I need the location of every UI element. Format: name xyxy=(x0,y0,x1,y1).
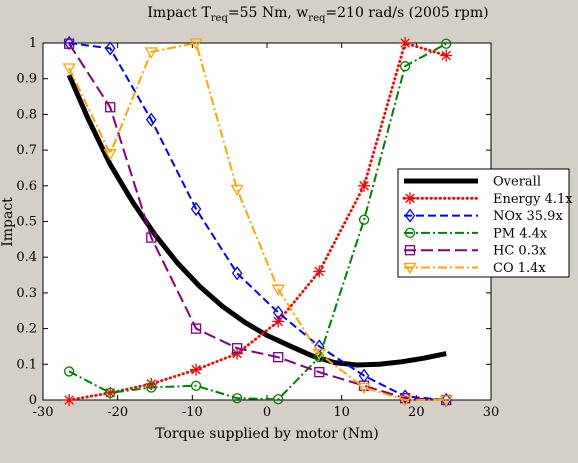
series-line xyxy=(68,43,447,401)
title-suffix: =210 rad/s (2005 rpm) xyxy=(325,5,488,21)
series-line xyxy=(68,42,447,401)
triangle-marker xyxy=(189,38,203,50)
series-nox xyxy=(63,35,452,408)
y-tick-label: 1 xyxy=(29,36,37,51)
circle-marker xyxy=(190,380,202,391)
legend-entry: NOx 35.9x xyxy=(404,208,563,224)
legend-label: NOx 35.9x xyxy=(493,209,563,224)
triangle-marker xyxy=(144,47,158,59)
title-wreq-subscript: req xyxy=(308,13,326,24)
circle-marker xyxy=(63,366,75,377)
triangle-marker xyxy=(103,149,117,161)
legend-label: CO 1.4x xyxy=(493,261,546,276)
x-tick-label: -20 xyxy=(107,405,128,420)
legend-entry: CO 1.4x xyxy=(403,261,546,276)
triangle-marker xyxy=(439,395,453,407)
x-tick-label: 0 xyxy=(263,405,271,420)
title-prefix: Impact T xyxy=(147,5,211,21)
square-marker xyxy=(273,352,284,363)
legend-box xyxy=(397,168,570,278)
x-tick-label: 10 xyxy=(333,405,350,420)
series-line xyxy=(68,42,447,401)
x-tick-label: -10 xyxy=(182,405,203,420)
x-tick-label: -30 xyxy=(33,405,54,420)
triangle-marker xyxy=(271,284,285,297)
triangle-marker xyxy=(403,262,417,275)
legend-entry: Energy 4.1x xyxy=(402,192,573,207)
circle-marker xyxy=(105,387,116,399)
square-marker xyxy=(404,245,416,256)
diamond-marker xyxy=(190,201,202,217)
triangle-marker xyxy=(357,382,371,395)
y-axis-label: Impact xyxy=(0,197,16,247)
y-tick-label: 0.4 xyxy=(16,250,37,265)
y-tick-label: 0.9 xyxy=(16,72,37,87)
x-tick-label: 20 xyxy=(408,405,425,420)
y-tick-label: 0.8 xyxy=(16,107,37,122)
title-middle: =55 Nm, w xyxy=(228,5,308,21)
triangle-marker xyxy=(312,348,326,361)
y-tick-label: 0.6 xyxy=(16,179,37,194)
y-tick-label: 0 xyxy=(29,393,37,408)
diamond-marker xyxy=(104,41,116,56)
diamond-marker xyxy=(63,35,75,51)
square-marker xyxy=(190,323,202,334)
legend-entry: PM 4.4x xyxy=(404,226,548,241)
legend-entry: Overall xyxy=(404,175,541,190)
axis-ticks: -30 -20 -10 0 10 20 30 0 0.1 0.2 0.3 0.4 0.5 0.6 0.7 0.… xyxy=(16,36,499,420)
circle-marker xyxy=(358,214,370,225)
circle-marker xyxy=(404,227,416,239)
star-marker xyxy=(272,315,285,328)
series-layer xyxy=(62,35,453,408)
diamond-marker xyxy=(272,305,284,320)
y-tick-label: 0.5 xyxy=(16,215,37,230)
circle-marker xyxy=(146,382,157,393)
diamond-marker xyxy=(404,208,416,223)
square-marker xyxy=(231,343,243,354)
circle-marker xyxy=(273,394,284,405)
y-tick-label: 0.7 xyxy=(16,143,37,158)
y-tick-label: 0.1 xyxy=(16,357,37,372)
legend-label: Energy 4.1x xyxy=(493,192,573,207)
y-tick-label: 0.3 xyxy=(16,286,37,301)
series-pm xyxy=(63,38,452,405)
series-overall xyxy=(66,74,447,368)
square-marker xyxy=(105,102,116,113)
square-marker xyxy=(63,38,75,49)
star-marker xyxy=(63,394,76,406)
square-marker xyxy=(314,367,325,378)
star-marker xyxy=(313,265,326,278)
series-line xyxy=(67,41,448,402)
star-marker xyxy=(190,363,203,376)
triangle-marker xyxy=(398,395,412,407)
series-line xyxy=(66,74,447,368)
y-tick-label: 0.2 xyxy=(16,322,37,337)
triangle-marker xyxy=(62,63,76,75)
x-axis-label: Torque supplied by motor (Nm) xyxy=(155,426,379,442)
legend-label: PM 4.4x xyxy=(493,226,548,241)
series-hc xyxy=(63,38,452,406)
legend-entry: HC 0.3x xyxy=(404,244,547,259)
legend-label: HC 0.3x xyxy=(493,244,547,259)
circle-marker xyxy=(231,393,243,404)
circle-marker xyxy=(441,38,452,49)
legend-label: Overall xyxy=(493,175,541,190)
triangle-marker xyxy=(230,184,244,197)
legend: Overall Energy 4.1x NOx 35.9x PM 4.4x HC 0.3… xyxy=(397,168,573,278)
title-treq-subscript: req xyxy=(211,13,229,24)
star-marker xyxy=(399,37,412,49)
diamond-marker xyxy=(145,112,157,127)
star-marker xyxy=(358,179,371,192)
diamond-marker xyxy=(231,266,243,281)
star-marker xyxy=(440,49,453,62)
series-line xyxy=(68,42,447,401)
square-marker xyxy=(146,232,157,243)
series-co xyxy=(62,38,453,407)
circle-marker xyxy=(399,61,411,72)
x-tick-label: 30 xyxy=(483,405,500,420)
chart-title: Impact Treq=55 Nm, wreq=210 rad/s (2005 … xyxy=(147,5,488,24)
star-marker xyxy=(231,347,244,360)
star-marker xyxy=(404,192,416,205)
